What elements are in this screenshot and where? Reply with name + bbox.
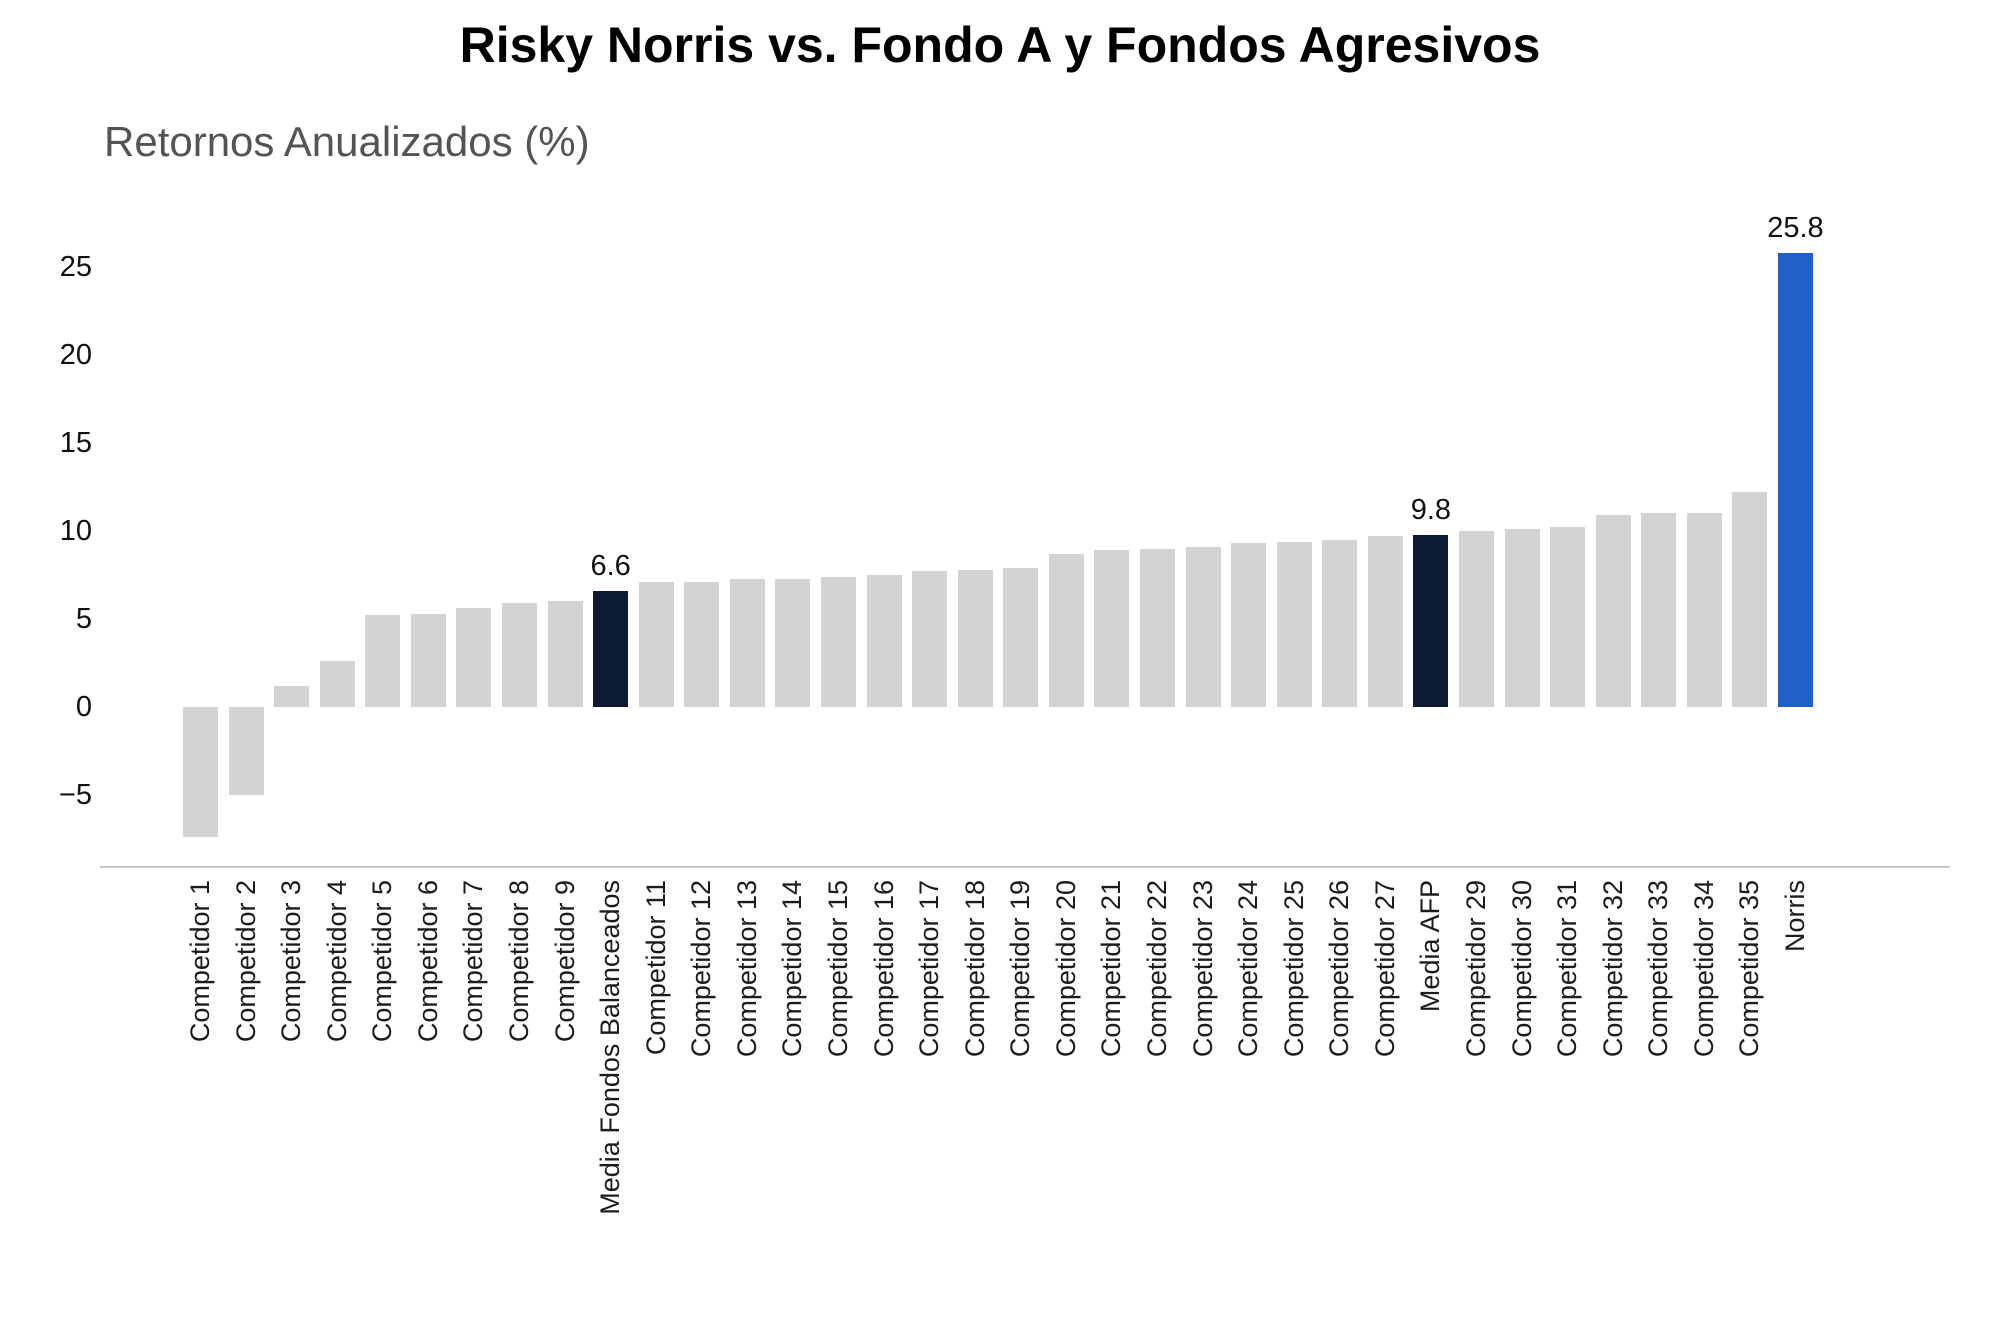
x-tick-label: Competidor 23 [1187,880,1218,1058]
x-tick-label: Competidor 11 [640,880,671,1056]
bar-competidor-32 [1595,515,1631,707]
y-tick-label: −5 [58,779,92,811]
x-tick-label: Competidor 32 [1597,880,1628,1058]
x-tick-label: Competidor 24 [1233,880,1264,1058]
bar-competidor-13 [729,578,765,707]
x-tick-label: Competidor 29 [1460,880,1491,1058]
x-axis-line [100,866,1950,868]
bar-norris [1777,252,1813,707]
x-tick-label: Competidor 14 [777,880,808,1058]
bar-media-afp [1413,534,1449,707]
bar-competidor-21 [1094,550,1130,707]
x-tick-label: Competidor 15 [822,880,853,1058]
chart-title: Risky Norris vs. Fondo A y Fondos Agresi… [459,17,1541,73]
x-tick-label: Competidor 17 [914,880,945,1058]
bar-competidor-6 [410,613,446,707]
x-tick-label: Competidor 35 [1734,880,1765,1058]
bar-value-label: 6.6 [590,549,631,582]
bar-competidor-24 [1231,543,1267,707]
x-tick-label: Competidor 6 [412,880,443,1043]
bar-competidor-19 [1003,567,1039,707]
x-tick-label: Media Fondos Balanceados [595,880,626,1215]
x-tick-label: Competidor 12 [686,880,717,1058]
x-tick-label: Competidor 20 [1050,880,1081,1058]
bar-competidor-35 [1732,492,1768,707]
x-tick-label: Competidor 19 [1005,880,1036,1058]
bar-competidor-3 [274,685,310,707]
bar-competidor-18 [957,569,993,707]
x-tick-label: Competidor 9 [549,880,580,1043]
bar-competidor-26 [1322,539,1358,707]
bar-competidor-22 [1139,548,1175,707]
bar-competidor-11 [638,582,674,707]
x-tick-label: Competidor 13 [731,880,762,1058]
x-tick-label: Competidor 18 [959,880,990,1058]
x-tick-label: Competidor 30 [1506,880,1537,1058]
bar-value-label: 9.8 [1410,493,1452,526]
bar-media-fondos-balanceados [593,590,629,707]
x-tick-label: Competidor 27 [1369,880,1400,1058]
y-tick-label: 25 [59,251,92,283]
x-tick-label: Competidor 22 [1141,880,1172,1058]
bar-competidor-1 [183,707,218,838]
bar-competidor-9 [547,601,583,707]
y-tick-label: 10 [59,515,92,547]
x-tick-label: Competidor 1 [185,880,215,1043]
x-tick-label: Competidor 3 [276,880,307,1043]
bar-competidor-15 [820,576,856,707]
x-tick-label: Competidor 4 [321,880,352,1043]
bar-competidor-14 [775,578,811,707]
bar-competidor-8 [501,603,537,707]
x-tick-label: Competidor 5 [367,880,398,1043]
y-tick-label: 20 [59,339,92,371]
bar-competidor-2 [228,707,264,795]
bar-competidor-4 [319,661,355,707]
y-tick-label: 15 [59,427,92,459]
bar-competidor-34 [1686,513,1722,707]
bar-competidor-31 [1550,527,1586,707]
x-tick-label: Media AFP [1415,880,1446,1013]
bar-competidor-20 [1048,553,1084,707]
bar-competidor-12 [684,582,720,707]
x-tick-label: Competidor 21 [1096,880,1127,1058]
bar-competidor-16 [866,575,902,707]
x-tick-label: Competidor 7 [458,880,489,1043]
x-tick-label: Competidor 34 [1688,880,1719,1058]
bar-competidor-33 [1641,513,1677,707]
x-tick-label: Competidor 8 [503,880,534,1043]
y-tick-label: 0 [75,691,92,723]
bar-competidor-27 [1367,536,1403,707]
bar-competidor-29 [1458,531,1494,707]
bar-competidor-23 [1185,546,1221,707]
x-tick-label: Norris [1779,880,1810,952]
bar-competidor-5 [365,615,401,707]
bar-competidor-17 [912,571,948,707]
y-axis-title: Retornos Anualizados (%) [104,118,590,165]
x-tick-label: Competidor 16 [868,880,899,1058]
x-tick-label: Competidor 25 [1278,880,1309,1058]
bar-competidor-7 [456,608,492,707]
x-tick-label: Competidor 26 [1324,880,1355,1058]
bar-value-label: 25.8 [1767,211,1824,244]
x-tick-label: Competidor 33 [1643,880,1674,1058]
x-tick-label: Competidor 31 [1552,880,1583,1058]
x-tick-label: Competidor 2 [230,880,261,1043]
bar-competidor-30 [1504,529,1540,707]
y-tick-label: 5 [75,603,92,635]
bar-competidor-25 [1276,541,1312,707]
